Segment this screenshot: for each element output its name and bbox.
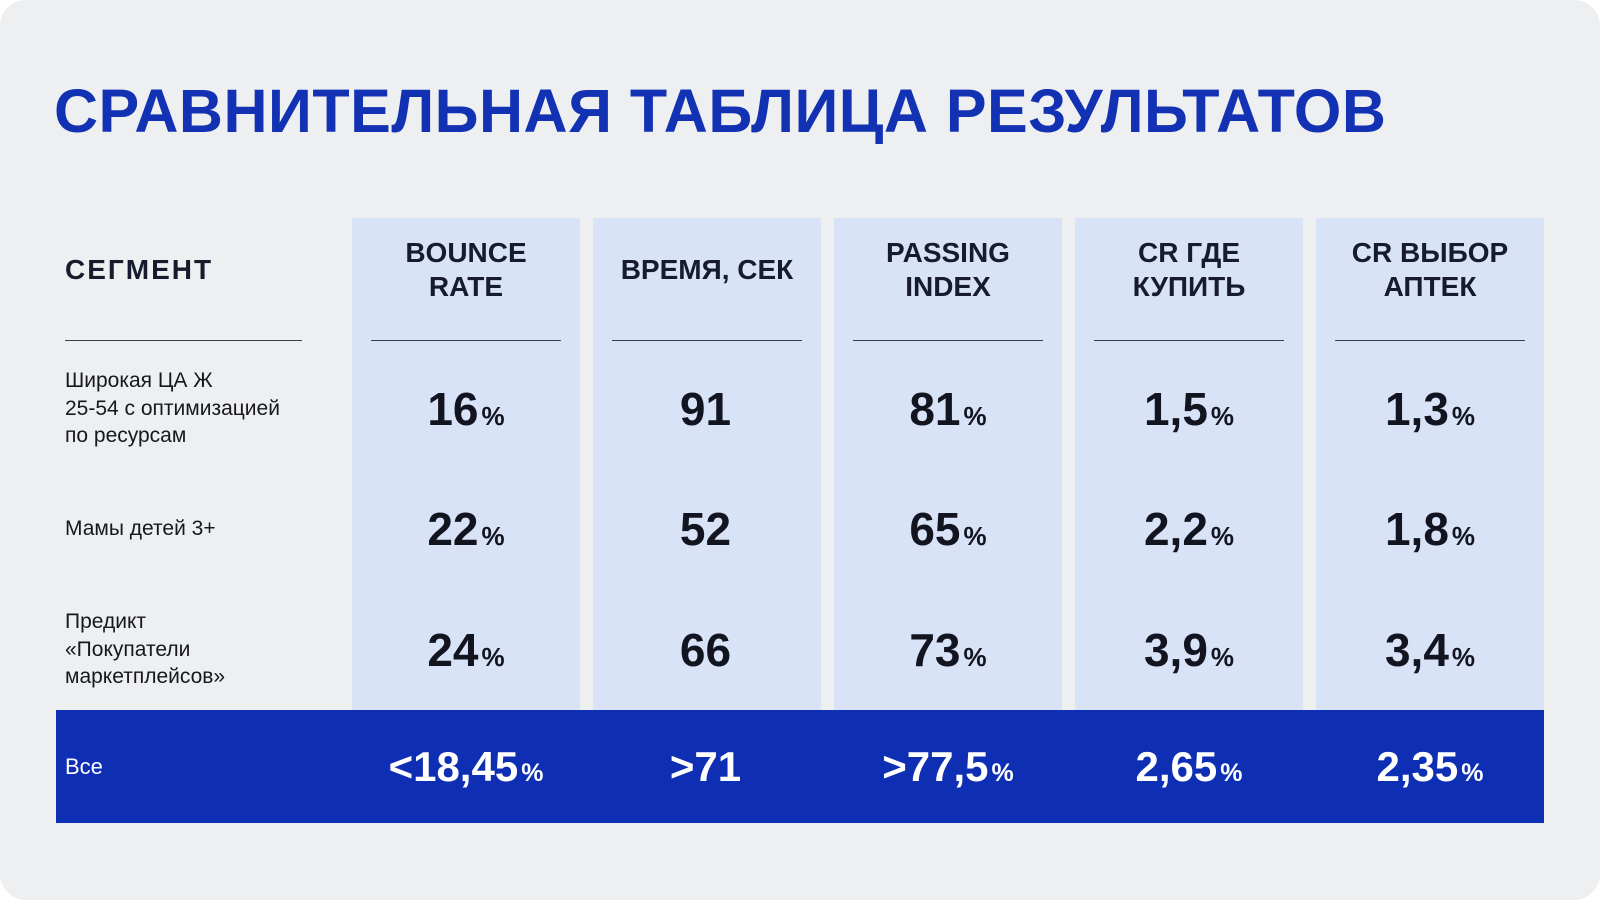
cell-value: <18,45 [388, 742, 519, 790]
cell-value: 66 [679, 623, 732, 676]
cell-unit: % [481, 400, 505, 431]
total-cell: >71 [593, 743, 821, 791]
cell-value: >71 [669, 742, 742, 790]
column-header-label: PASSING INDEX [886, 236, 1010, 302]
table-cell: 22% [352, 469, 580, 589]
cell-value: 3,9 [1143, 623, 1208, 676]
header-underline [853, 340, 1043, 341]
header-underline [612, 340, 802, 341]
total-cell: 2,35% [1316, 743, 1544, 791]
table-cell: 91 [593, 348, 821, 469]
total-cell: 2,65% [1075, 743, 1303, 791]
column-background-bounce-rate [352, 218, 580, 710]
header-underline [1094, 340, 1284, 341]
cell-value: 1,5 [1143, 382, 1208, 435]
cell-value: 2,35 [1376, 742, 1459, 790]
segment-header-label: СЕГМЕНТ [65, 253, 214, 285]
cell-value: 91 [679, 382, 732, 435]
cell-value: 81 [909, 382, 961, 435]
total-row: Все <18,45% >71 >77,5% 2,65% 2,35% [56, 710, 1544, 823]
header-underline [371, 340, 561, 341]
total-row-label: Все [65, 753, 103, 779]
cell-unit: % [1210, 400, 1235, 431]
cell-unit: % [963, 641, 987, 672]
header-underline [65, 340, 302, 341]
table-cell: 24% [352, 589, 580, 710]
column-header-passing-index: PASSING INDEX [834, 218, 1062, 348]
cell-value: 2,65 [1135, 742, 1218, 790]
table-cell: 73% [834, 589, 1062, 710]
cell-unit: % [1451, 641, 1476, 672]
header-underline [1335, 340, 1525, 341]
column-header-time: ВРЕМЯ, СЕК [593, 218, 821, 348]
cell-value: 2,2 [1143, 503, 1208, 555]
column-header-label: CR ВЫБОР АПТЕК [1351, 236, 1509, 302]
segment-header: СЕГМЕНТ [56, 218, 339, 348]
cell-value: >77,5 [882, 742, 989, 790]
cell-value: 3,4 [1384, 623, 1449, 676]
table-cell: 2,2% [1075, 469, 1303, 589]
cell-value: 16 [427, 382, 479, 435]
cell-value: 52 [679, 503, 732, 555]
table-cell: 1,5% [1075, 348, 1303, 469]
cell-value: 22 [427, 503, 479, 555]
cell-unit: % [1451, 521, 1476, 551]
column-header-cr-where-buy: CR ГДЕ КУПИТЬ [1075, 218, 1303, 348]
total-cell: >77,5% [834, 743, 1062, 791]
cell-unit: % [1451, 400, 1476, 431]
column-header-label: BOUNCE RATE [405, 236, 527, 302]
cell-unit: % [1210, 641, 1235, 672]
column-background-time [593, 218, 821, 710]
segment-label: Мамы детей 3+ [65, 517, 216, 541]
cell-unit: % [1210, 521, 1235, 551]
table-cell: 1,8% [1316, 469, 1544, 589]
cell-value: 65 [909, 503, 961, 555]
cell-value: 1,8 [1384, 503, 1449, 555]
table-cell: 52 [593, 469, 821, 589]
table-cell: 81% [834, 348, 1062, 469]
cell-unit: % [963, 400, 987, 431]
cell-unit: % [521, 758, 544, 787]
column-header-bounce-rate: BOUNCE RATE [352, 218, 580, 348]
cell-unit: % [1461, 758, 1484, 787]
cell-value: 1,3 [1384, 382, 1449, 435]
column-header-label: ВРЕМЯ, СЕК [620, 253, 794, 285]
cell-unit: % [991, 758, 1014, 787]
table-cell: 16% [352, 348, 580, 469]
table-cell: 65% [834, 469, 1062, 589]
table-cell: 3,9% [1075, 589, 1303, 710]
table-cell: 66 [593, 589, 821, 710]
cell-unit: % [963, 521, 987, 551]
column-background-cr-where-buy [1075, 218, 1303, 710]
segment-label: Широкая ЦА Ж 25-54 с оптимизацией по рес… [65, 368, 280, 448]
cell-unit: % [1220, 758, 1243, 787]
results-table: СЕГМЕНТ BOUNCE RATE ВРЕМЯ, СЕК PASSING I… [56, 218, 1544, 710]
table-cell: 3,4% [1316, 589, 1544, 710]
column-background-passing-index [834, 218, 1062, 710]
total-cell: <18,45% [352, 743, 580, 791]
page-title: СРАВНИТЕЛЬНАЯ ТАБЛИЦА РЕЗУЛЬТАТОВ [54, 77, 1387, 145]
table-cell: 1,3% [1316, 348, 1544, 469]
segment-label: Предикт «Покупатели маркетплейсов» [65, 609, 226, 689]
column-background-cr-pharmacy [1316, 218, 1544, 710]
cell-unit: % [481, 521, 505, 551]
column-header-cr-pharmacy: CR ВЫБОР АПТЕК [1316, 218, 1544, 348]
column-header-label: CR ГДЕ КУПИТЬ [1132, 236, 1246, 302]
cell-unit: % [481, 641, 505, 672]
cell-value: 24 [427, 623, 479, 676]
cell-value: 73 [909, 623, 961, 676]
